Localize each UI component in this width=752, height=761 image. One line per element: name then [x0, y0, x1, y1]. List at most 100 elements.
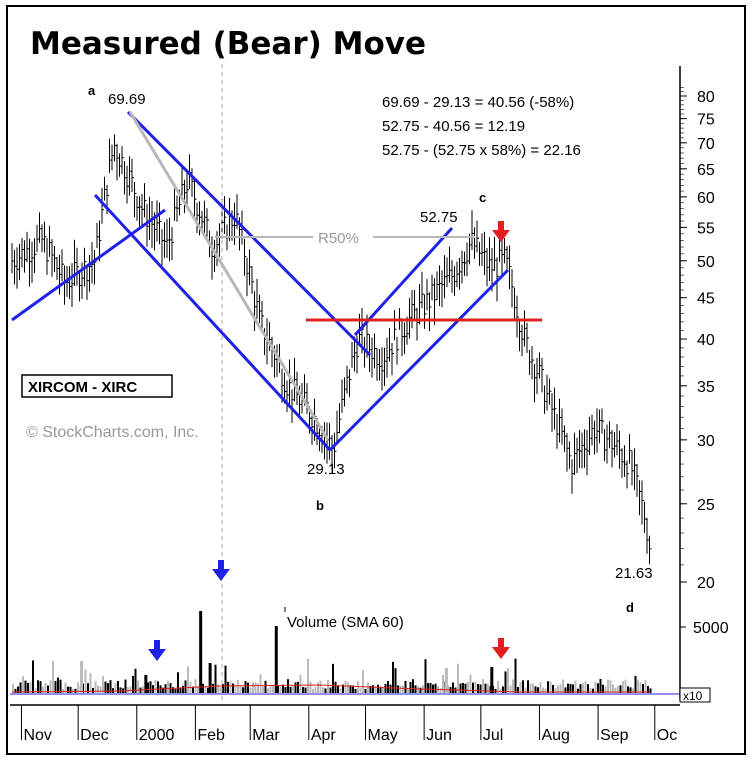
calc-line-3: 52.75 - (52.75 x 58%) = 22.16: [382, 142, 581, 159]
trendline-down-lower: [93, 193, 332, 452]
volume-bar: [497, 681, 499, 693]
volume-bar: [637, 679, 639, 693]
volume-bar: [442, 674, 444, 693]
volume-bar: [129, 686, 132, 693]
volume-bar: [177, 672, 179, 693]
volume-bar: [347, 682, 349, 693]
volume-sma-line: [11, 684, 650, 693]
calc-line-2: 52.75 - 40.56 = 12.19: [382, 118, 525, 135]
volume-bar: [504, 671, 507, 693]
volume-bar: [167, 680, 169, 693]
volume-bar: [429, 683, 432, 693]
volume-bar: [427, 683, 429, 693]
volume-bar: [132, 675, 134, 693]
volume-bar: [319, 680, 322, 693]
trendline-down-upper: [126, 110, 372, 357]
volume-bar: [592, 688, 594, 693]
volume-bar: [184, 680, 187, 693]
volume-bar: [127, 686, 129, 693]
volume-bar: [384, 683, 387, 693]
volume-bar: [537, 687, 539, 693]
volume-bar: [557, 685, 559, 693]
volume-bar: [369, 685, 372, 693]
volume-bar: [224, 665, 227, 693]
volume-bar: [612, 684, 614, 693]
y-tick-label: 75: [697, 112, 715, 129]
volume-bar: [252, 682, 254, 693]
y-tick-label: 40: [697, 332, 715, 349]
volume-bar: [214, 664, 217, 693]
r50-label: R50%: [318, 230, 359, 247]
volume-bar: [624, 679, 627, 693]
volume-bar: [267, 688, 269, 693]
volume-bar: [282, 684, 284, 693]
volume-bar: [232, 683, 234, 693]
volume-bar: [179, 687, 182, 693]
volume-bar-spike: [444, 668, 448, 693]
volume-bar: [532, 683, 534, 693]
volume-bar: [527, 680, 529, 693]
point-label-a: a: [88, 83, 96, 98]
volume-bar: [459, 683, 462, 693]
point-label-d: d: [626, 600, 634, 615]
volume-bar: [22, 676, 24, 693]
volume-bar-spike: [80, 661, 84, 693]
volume-bar: [419, 687, 422, 693]
volume-bar: [362, 670, 364, 693]
volume-bar: [64, 682, 67, 693]
arrow-down-blue-icon: [212, 560, 230, 581]
volume-bar: [17, 686, 19, 693]
volume-bar: [102, 676, 104, 693]
volume-bar: [194, 679, 197, 693]
volume-bar: [239, 685, 242, 693]
y-tick-label: 70: [697, 136, 715, 153]
volume-bar: [262, 686, 264, 693]
volume-bar: [364, 688, 367, 693]
volume-bar: [547, 681, 549, 693]
volume-bar: [642, 683, 644, 693]
volume-bar: [309, 681, 312, 693]
y-axis-ticks: 80 75 70 65 60 55 50 45 40 35 30 25 20: [680, 87, 715, 592]
volume-bar: [472, 682, 474, 693]
volume-bar: [32, 660, 34, 693]
volume-bars: [10, 611, 680, 695]
volume-bar: [74, 688, 77, 693]
volume-label: Volume (SMA 60): [287, 614, 404, 631]
y-tick-label: 35: [697, 379, 715, 396]
volume-bar: [617, 686, 619, 693]
x-tick-label: Nov: [23, 727, 51, 744]
volume-bar: [227, 681, 229, 693]
volume-bar: [594, 681, 597, 693]
volume-bar: [182, 685, 184, 693]
volume-bar: [394, 668, 397, 693]
volume-bar: [377, 684, 379, 693]
volume-bar: [87, 683, 89, 693]
volume-bar: [67, 686, 69, 693]
volume-bar: [614, 687, 617, 693]
volume-bar: [412, 679, 414, 693]
volume-bar: [342, 684, 344, 693]
volume-bar: [264, 680, 267, 693]
x-tick-label: Aug: [541, 727, 569, 744]
volume-bar: [372, 685, 374, 693]
volume-bar: [627, 686, 629, 693]
symbol-box: [21, 374, 173, 398]
y-tick-label: 80: [697, 89, 715, 106]
volume-bar: [452, 682, 454, 693]
price-bars: [11, 134, 652, 565]
volume-bar: [579, 684, 582, 693]
calc-line-1: 69.69 - 29.13 = 40.56 (-58%): [382, 94, 574, 111]
volume-bar: [539, 682, 542, 693]
volume-bar: [39, 681, 42, 693]
volume-bar: [234, 684, 237, 693]
volume-bar: [19, 682, 22, 693]
volume-bar: [124, 679, 127, 693]
volume-bar: [499, 688, 502, 693]
volume-bar: [574, 680, 577, 693]
volume-bar: [584, 681, 587, 693]
volume-bar: [582, 683, 584, 693]
volume-bar: [607, 679, 609, 693]
volume-bar: [354, 688, 357, 693]
volume-bar: [322, 687, 324, 693]
volume-bar: [304, 687, 307, 693]
